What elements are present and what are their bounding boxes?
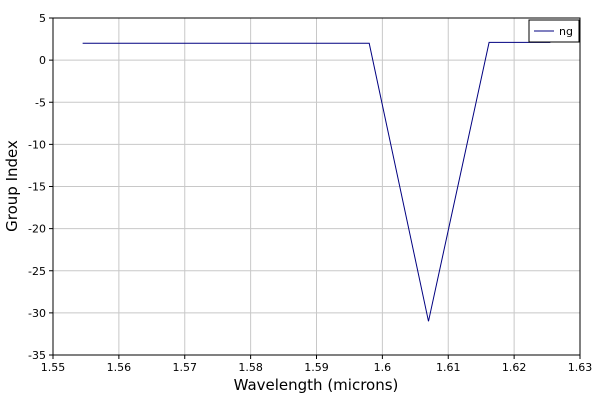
legend: ng — [528, 19, 580, 43]
x-tick-label: 1.63 — [568, 361, 593, 374]
tick-labels: 1.55 1.56 1.57 1.58 1.59 1.6 1.61 1.62 1.63 5 0 -5 -… — [28, 12, 592, 374]
series-line-ng — [82, 41, 551, 322]
y-tick-label: 0 — [39, 54, 46, 67]
x-tick-label: 1.59 — [304, 361, 329, 374]
x-tick-label: 1.61 — [436, 361, 461, 374]
grid — [53, 18, 580, 355]
y-tick-label: 5 — [39, 12, 46, 25]
x-tick-label: 1.57 — [173, 361, 198, 374]
y-tick-label: -10 — [28, 138, 46, 151]
x-tick-label: 1.6 — [374, 361, 392, 374]
legend-label: ng — [559, 25, 573, 38]
y-tick-label: -35 — [28, 349, 46, 362]
y-tick-label: -5 — [35, 96, 46, 109]
x-tick-label: 1.58 — [238, 361, 263, 374]
y-tick-label: -20 — [28, 223, 46, 236]
axis-ticks — [49, 17, 581, 359]
y-tick-label: -30 — [28, 307, 46, 320]
y-tick-label: -15 — [28, 181, 46, 194]
x-tick-label: 1.56 — [107, 361, 132, 374]
x-tick-label: 1.55 — [41, 361, 66, 374]
y-tick-label: -25 — [28, 265, 46, 278]
y-axis-label: Group Index — [3, 140, 21, 232]
x-tick-label: 1.62 — [502, 361, 527, 374]
x-axis-label: Wavelength (microns) — [234, 376, 399, 394]
series-layer — [82, 41, 551, 322]
